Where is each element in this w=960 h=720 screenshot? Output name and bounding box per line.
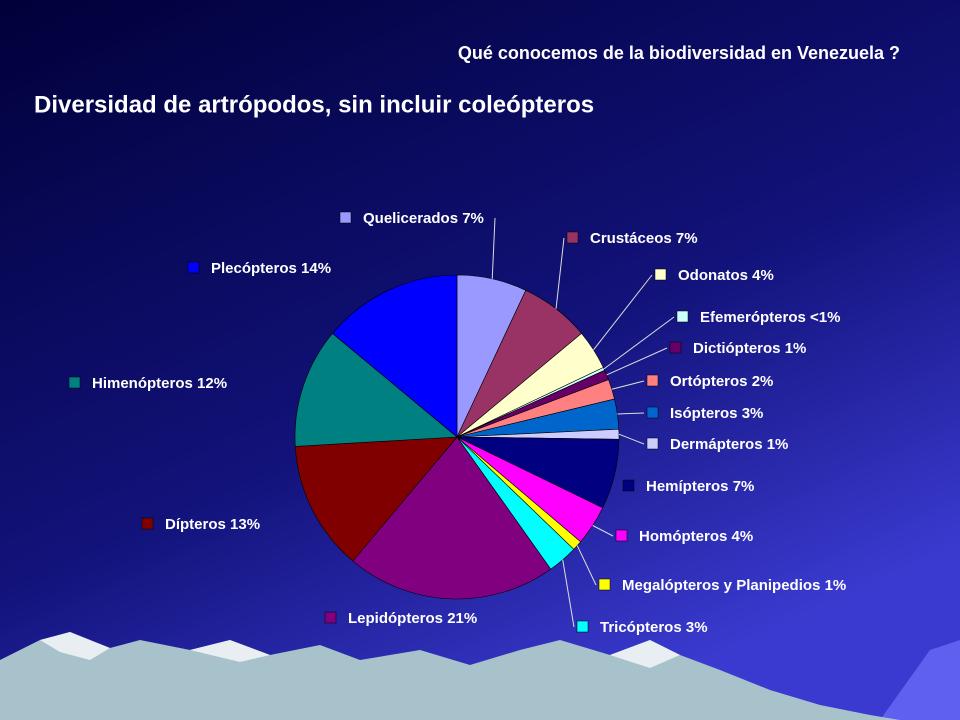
category-label: Plecópteros (211, 260, 297, 277)
pie-slice (294, 436, 458, 562)
pie (294, 274, 620, 600)
legend-swatch (646, 406, 659, 419)
value-label: <1% (810, 309, 840, 326)
value-label: 21% (447, 610, 477, 627)
snow (610, 640, 680, 668)
leader-line (555, 237, 565, 309)
legend-swatch (576, 620, 589, 633)
slice-label: Quelicerados 7% (363, 210, 484, 227)
value-label: 2% (752, 373, 774, 390)
category-label: Himenópteros (92, 375, 193, 392)
value-label: 3% (742, 405, 764, 422)
category-label: Dípteros (165, 516, 226, 533)
legend-swatch (646, 374, 659, 387)
legend-swatch (654, 268, 667, 281)
legend-swatch (187, 261, 200, 274)
legend-swatch (598, 578, 611, 591)
value-label: 14% (301, 260, 331, 277)
value-label: 7% (733, 478, 755, 495)
legend-swatch (676, 310, 689, 323)
category-label: Lepidópteros (348, 610, 443, 627)
slice-label: Hemípteros 7% (646, 478, 754, 495)
value-label: 1% (785, 340, 807, 357)
value-label: 7% (462, 210, 484, 227)
category-label: Quelicerados (363, 210, 458, 227)
category-label: Dermápteros (670, 436, 763, 453)
pie-slice (332, 274, 458, 438)
slice-label: Ortópteros 2% (670, 373, 773, 390)
corner-light (880, 640, 960, 720)
slice-label: Homópteros 4% (639, 528, 753, 545)
leader-line (576, 545, 597, 586)
slice-label: Tricópteros 3% (600, 619, 708, 636)
legend-swatch (141, 517, 154, 530)
legend-swatch (622, 479, 635, 492)
slice-label: Dictiópteros 1% (693, 340, 806, 357)
slice-label: Megalópteros y Planipedios 1% (622, 577, 846, 594)
value-label: 1% (767, 436, 789, 453)
pie-slice (352, 436, 552, 600)
slice-label: Efemerópteros <1% (700, 309, 841, 326)
category-label: Odonatos (678, 267, 748, 284)
legend-swatch (669, 341, 682, 354)
value-label: 13% (230, 516, 260, 533)
leader-line (562, 559, 575, 628)
legend-swatch (68, 376, 81, 389)
slice-label: Dípteros 13% (165, 516, 260, 533)
category-label: Megalópteros y Planipedios (622, 577, 820, 594)
category-label: Isópteros (670, 405, 738, 422)
snow (190, 640, 270, 662)
category-label: Crustáceos (590, 230, 672, 247)
slice-label: Isópteros 3% (670, 405, 763, 422)
value-label: 12% (197, 375, 227, 392)
slice-label: Crustáceos 7% (590, 230, 698, 247)
legend-swatch (566, 231, 579, 244)
category-label: Efemerópteros (700, 309, 806, 326)
slice-label: Dermápteros 1% (670, 436, 788, 453)
category-label: Homópteros (639, 528, 727, 545)
category-label: Hemípteros (646, 478, 729, 495)
chart-title: Diversidad de artrópodos, sin incluir co… (34, 91, 594, 118)
slice-label: Lepidópteros 21% (348, 610, 477, 627)
leader-line (611, 380, 645, 390)
leader-line (593, 274, 653, 351)
legend-swatch (615, 529, 628, 542)
category-label: Ortópteros (670, 373, 748, 390)
leader-line (592, 525, 614, 537)
value-label: 4% (752, 267, 774, 284)
slice-label: Odonatos 4% (678, 267, 774, 284)
leader-line (491, 217, 496, 279)
category-label: Tricópteros (600, 619, 682, 636)
pie-slice (294, 332, 458, 447)
slide-title: Qué conocemos de la biodiversidad en Ven… (458, 43, 900, 63)
legend-swatch (646, 437, 659, 450)
legend-swatch (339, 211, 352, 224)
value-label: 3% (686, 619, 708, 636)
leader-line (617, 412, 645, 415)
legend-swatch (324, 611, 337, 624)
slice-label: Plecópteros 14% (211, 260, 331, 277)
slice-label: Himenópteros 12% (92, 375, 227, 392)
labels: Quelicerados 7%Crustáceos 7%Odonatos 4%E… (68, 210, 846, 636)
leader-line (606, 347, 668, 376)
category-label: Dictiópteros (693, 340, 781, 357)
leader-line (603, 316, 675, 370)
value-label: 1% (825, 577, 847, 594)
value-label: 7% (676, 230, 698, 247)
value-label: 4% (732, 528, 754, 545)
leader-line (618, 433, 645, 445)
snow (40, 632, 110, 660)
